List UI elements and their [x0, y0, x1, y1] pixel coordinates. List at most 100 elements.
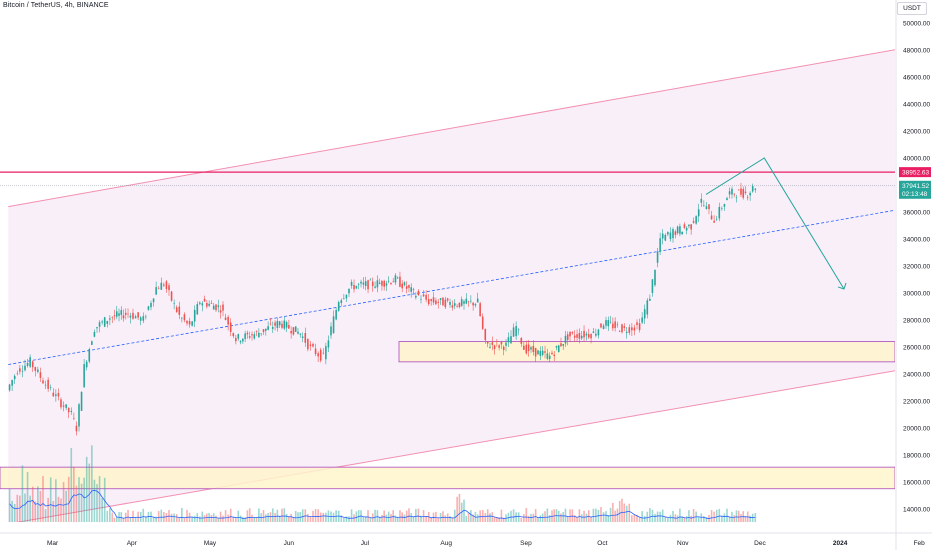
candle-body: [299, 333, 302, 335]
channel-upper-line: [8, 49, 895, 208]
volume-bar: [515, 512, 517, 522]
candle-body: [481, 316, 484, 329]
candle-body: [500, 341, 503, 345]
volume-bar: [232, 517, 235, 522]
candle-body: [733, 193, 736, 195]
volume-bar: [583, 510, 585, 522]
candle-body: [396, 277, 399, 279]
candle-body: [754, 188, 757, 190]
candle-body: [385, 283, 388, 286]
volume-bar: [345, 516, 348, 522]
resistance-badge-label: 38952.63: [902, 169, 929, 176]
volume-bar: [73, 466, 75, 522]
candle-body: [127, 313, 129, 315]
candle-body: [178, 306, 181, 315]
candle-body: [669, 232, 672, 240]
candle-body: [206, 302, 208, 307]
candle-body: [430, 299, 432, 301]
candle-body: [101, 321, 103, 323]
candle-body: [244, 333, 246, 339]
time-tick-label: Sep: [520, 540, 532, 547]
time-tick-label: Dec: [754, 540, 766, 547]
volume-bar: [453, 509, 456, 522]
candle-body: [569, 331, 571, 337]
candle-body: [367, 280, 369, 290]
volume-bar: [417, 508, 420, 522]
volume-bar: [142, 508, 145, 522]
price-tick-label: 24000.00: [903, 371, 930, 378]
volume-bar: [292, 517, 295, 522]
candle-body: [98, 322, 101, 327]
candle-body: [605, 320, 607, 326]
volume-bar: [219, 511, 222, 522]
volume-bar: [408, 508, 410, 522]
candle-body: [147, 306, 150, 310]
candle-body: [13, 375, 16, 380]
volume-bar: [24, 493, 26, 522]
volume-bar: [47, 497, 49, 522]
volume-bar: [101, 498, 103, 522]
candle-body: [246, 332, 249, 335]
volume-bar: [609, 507, 612, 522]
last-price-badge: [899, 180, 931, 199]
volume-bar: [199, 516, 201, 522]
candle-body: [383, 280, 385, 287]
volume-bar: [173, 513, 175, 522]
volume-bar: [546, 508, 549, 522]
candle-body: [157, 288, 160, 290]
candle-body: [460, 299, 463, 306]
candle-body: [446, 298, 449, 301]
candle-body: [659, 238, 661, 252]
volume-bar: [251, 514, 253, 522]
volume-bar: [193, 515, 196, 522]
candle-body: [196, 304, 199, 315]
volume-bar: [314, 508, 317, 522]
candle-body: [742, 188, 745, 198]
volume-bar: [145, 516, 147, 522]
volume-bar: [21, 465, 24, 522]
volume-bar: [664, 517, 667, 522]
currency-button[interactable]: USDT: [897, 2, 927, 15]
candle-body: [330, 326, 332, 336]
candle-body: [232, 333, 235, 337]
price-tick-label: 36000.00: [903, 209, 930, 216]
volume-bar: [444, 515, 447, 522]
volume-bar: [106, 510, 109, 522]
volume-bar: [67, 476, 70, 522]
volume-bar: [355, 511, 358, 522]
volume-bar: [364, 516, 367, 522]
candle-body: [175, 307, 178, 312]
volume-bar: [737, 510, 740, 522]
volume-bar: [532, 513, 535, 522]
time-tick-label: Apr: [127, 540, 138, 547]
candle-body: [621, 324, 623, 333]
price-tick-label: 16000.00: [903, 479, 930, 486]
volume-bar: [486, 509, 489, 522]
candle-body: [425, 295, 427, 300]
volume-bar: [325, 512, 327, 522]
volume-bar: [590, 516, 592, 522]
candle-body: [91, 341, 93, 345]
countdown-label: 02:13:48: [902, 191, 928, 198]
candle-body: [210, 303, 213, 304]
candle-body: [304, 332, 307, 343]
candle-body: [484, 328, 487, 341]
symbol-header: Bitcoin / TetherUS, 4h, BINANCE: [3, 2, 109, 9]
time-tick-label: Aug: [440, 540, 452, 547]
volume-bar: [688, 510, 690, 522]
volume-bar: [472, 514, 474, 522]
volume-bar: [638, 517, 641, 522]
candle-body: [317, 353, 319, 357]
candle-body: [343, 298, 345, 299]
candle-body: [251, 334, 253, 336]
candle-body: [152, 298, 155, 303]
candle-body: [248, 336, 251, 338]
volume-bar: [721, 516, 723, 522]
volume-bar: [607, 514, 610, 522]
candle-body: [16, 373, 19, 375]
volume-bar: [659, 511, 661, 522]
candle-body: [708, 204, 710, 210]
candle-body: [229, 322, 232, 332]
